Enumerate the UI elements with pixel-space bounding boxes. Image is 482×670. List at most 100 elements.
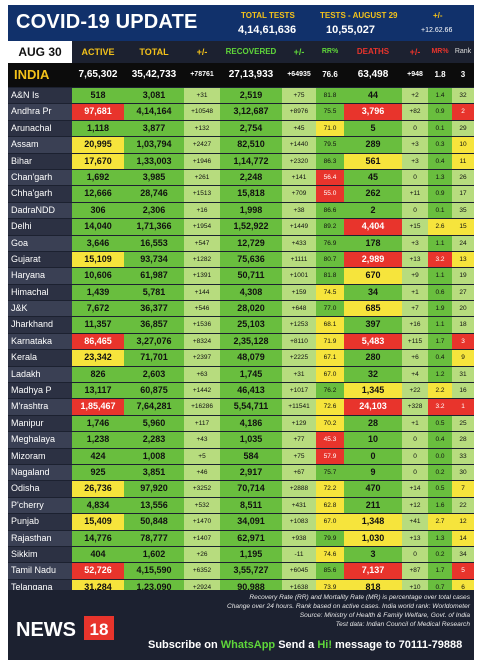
deaths-cell: 4,404: [344, 219, 402, 235]
rank-cell: 12: [452, 514, 474, 530]
recovered-cell: 25,103: [220, 317, 282, 333]
active-cell: 4,834: [72, 497, 124, 514]
total-change-cell: +1536: [184, 317, 220, 333]
table-row: Delhi 14,040 1,71,366 +1954 1,52,922 +1449 89.…: [8, 219, 474, 236]
mr-cell: 1.4: [428, 88, 452, 104]
header-bar: COVID-19 UPDATE TOTAL TESTS 4,14,61,636 …: [8, 5, 474, 41]
deaths-cell: 1,345: [344, 383, 402, 399]
recovered-cell: 584: [220, 448, 282, 464]
total-cell: 3,27,076: [124, 333, 184, 350]
active-cell: 23,342: [72, 350, 124, 366]
state-name: M'rashtra: [8, 399, 72, 415]
state-name: Madhya P: [8, 383, 72, 399]
active-cell: 306: [72, 202, 124, 219]
total-change-cell: +6352: [184, 563, 220, 579]
total-change-cell: +132: [184, 120, 220, 137]
active-cell: 518: [72, 88, 124, 104]
rr-cell: 77.0: [316, 301, 344, 317]
recovered-change-cell: +1083: [282, 514, 316, 530]
state-table: A&N Is 518 3,081 +31 2,519 +75 81.8 44 +2 1.4 32 An…: [8, 88, 474, 660]
recovered-cell: 1,998: [220, 202, 282, 219]
recovered-change-cell: +431: [282, 497, 316, 514]
recovered-cell: 2,917: [220, 464, 282, 481]
deaths-cell: 561: [344, 153, 402, 169]
recovered-change-cell: +159: [282, 284, 316, 301]
total-cell: 60,875: [124, 383, 184, 399]
recovered-cell: 3,12,687: [220, 104, 282, 120]
deaths-cell: 9: [344, 464, 402, 481]
tests-change-value: +12.62.66: [421, 27, 453, 34]
deaths-cell: 5,483: [344, 333, 402, 350]
subscribe-number: 70111-79888: [398, 639, 463, 651]
rank-cell: 33: [452, 448, 474, 464]
recovered-change-cell: +8110: [282, 333, 316, 350]
deaths-cell: 470: [344, 481, 402, 497]
rank-cell: 13: [452, 251, 474, 268]
rr-cell: 45.3: [316, 432, 344, 448]
deaths-cell: 211: [344, 497, 402, 514]
recovered-cell: 62,971: [220, 530, 282, 546]
deaths-change-cell: 0: [402, 464, 428, 481]
total-cell: 13,556: [124, 497, 184, 514]
footer-note-1: Recovery Rate (RR) and Mortality Rate (M…: [249, 594, 470, 601]
table-row: Odisha 26,736 97,920 +3252 70,714 +2888 72.2 47…: [8, 481, 474, 498]
mr-cell: 0.2: [428, 546, 452, 563]
rr-cell: 57.9: [316, 448, 344, 464]
total-cell: 1,71,366: [124, 219, 184, 235]
rr-cell: 72.6: [316, 399, 344, 415]
rr-cell: 71.0: [316, 120, 344, 137]
total-cell: 4,15,590: [124, 563, 184, 579]
state-name: Assam: [8, 137, 72, 153]
recovered-cell: 5,54,711: [220, 399, 282, 415]
mr-cell: 1.3: [428, 169, 452, 186]
deaths-cell: 178: [344, 235, 402, 251]
deaths-change-cell: +328: [402, 399, 428, 415]
subscribe-text-3: message to: [332, 639, 399, 651]
recovered-change-cell: +1001: [282, 268, 316, 284]
total-tests-value: 4,14,61,636: [238, 24, 297, 36]
total-cell: 4,14,164: [124, 104, 184, 120]
recovered-change-cell: +129: [282, 415, 316, 432]
total-cell: 1,03,794: [124, 137, 184, 153]
rr-cell: 67.0: [316, 366, 344, 383]
state-name: Karnataka: [8, 333, 72, 350]
total-cell: 3,851: [124, 464, 184, 481]
rank-cell: 16: [452, 383, 474, 399]
state-name: Tamil Nadu: [8, 563, 72, 579]
mr-cell: 0.4: [428, 153, 452, 169]
deaths-cell: 289: [344, 137, 402, 153]
subscribe-text-1: Subscribe on: [148, 639, 221, 651]
mr-cell: 0.9: [428, 186, 452, 202]
india-total: 35,42,733: [131, 69, 177, 80]
state-name: Bihar: [8, 153, 72, 169]
mr-cell: 0.4: [428, 432, 452, 448]
rr-cell: 76.9: [316, 235, 344, 251]
rr-cell: 62.8: [316, 497, 344, 514]
rank-cell: 10: [452, 137, 474, 153]
total-change-cell: +5: [184, 448, 220, 464]
total-change-cell: +10548: [184, 104, 220, 120]
deaths-change-cell: +13: [402, 530, 428, 546]
active-cell: 14,040: [72, 219, 124, 235]
india-recovered-change: +64935: [287, 71, 311, 78]
deaths-change-cell: +16: [402, 317, 428, 333]
total-cell: 61,987: [124, 268, 184, 284]
recovered-cell: 8,511: [220, 497, 282, 514]
mr-cell: 1.3: [428, 530, 452, 546]
deaths-cell: 28: [344, 415, 402, 432]
deaths-change-cell: +22: [402, 383, 428, 399]
active-cell: 925: [72, 464, 124, 481]
rank-cell: 5: [452, 563, 474, 579]
active-cell: 1,238: [72, 432, 124, 448]
page-title: COVID-19 UPDATE: [16, 11, 198, 33]
state-name: Sikkim: [8, 546, 72, 563]
recovered-cell: 2,248: [220, 169, 282, 186]
deaths-cell: 24,103: [344, 399, 402, 415]
column-header-row: AUG 30 ACTIVE TOTAL +/- RECOVERED +/- RR…: [8, 41, 474, 63]
recovered-change-cell: +2320: [282, 153, 316, 169]
total-change-cell: +1954: [184, 219, 220, 235]
recovered-change-cell: +2888: [282, 481, 316, 497]
recovered-change-cell: +45: [282, 120, 316, 137]
recovered-cell: 48,079: [220, 350, 282, 366]
deaths-change-cell: 0: [402, 432, 428, 448]
